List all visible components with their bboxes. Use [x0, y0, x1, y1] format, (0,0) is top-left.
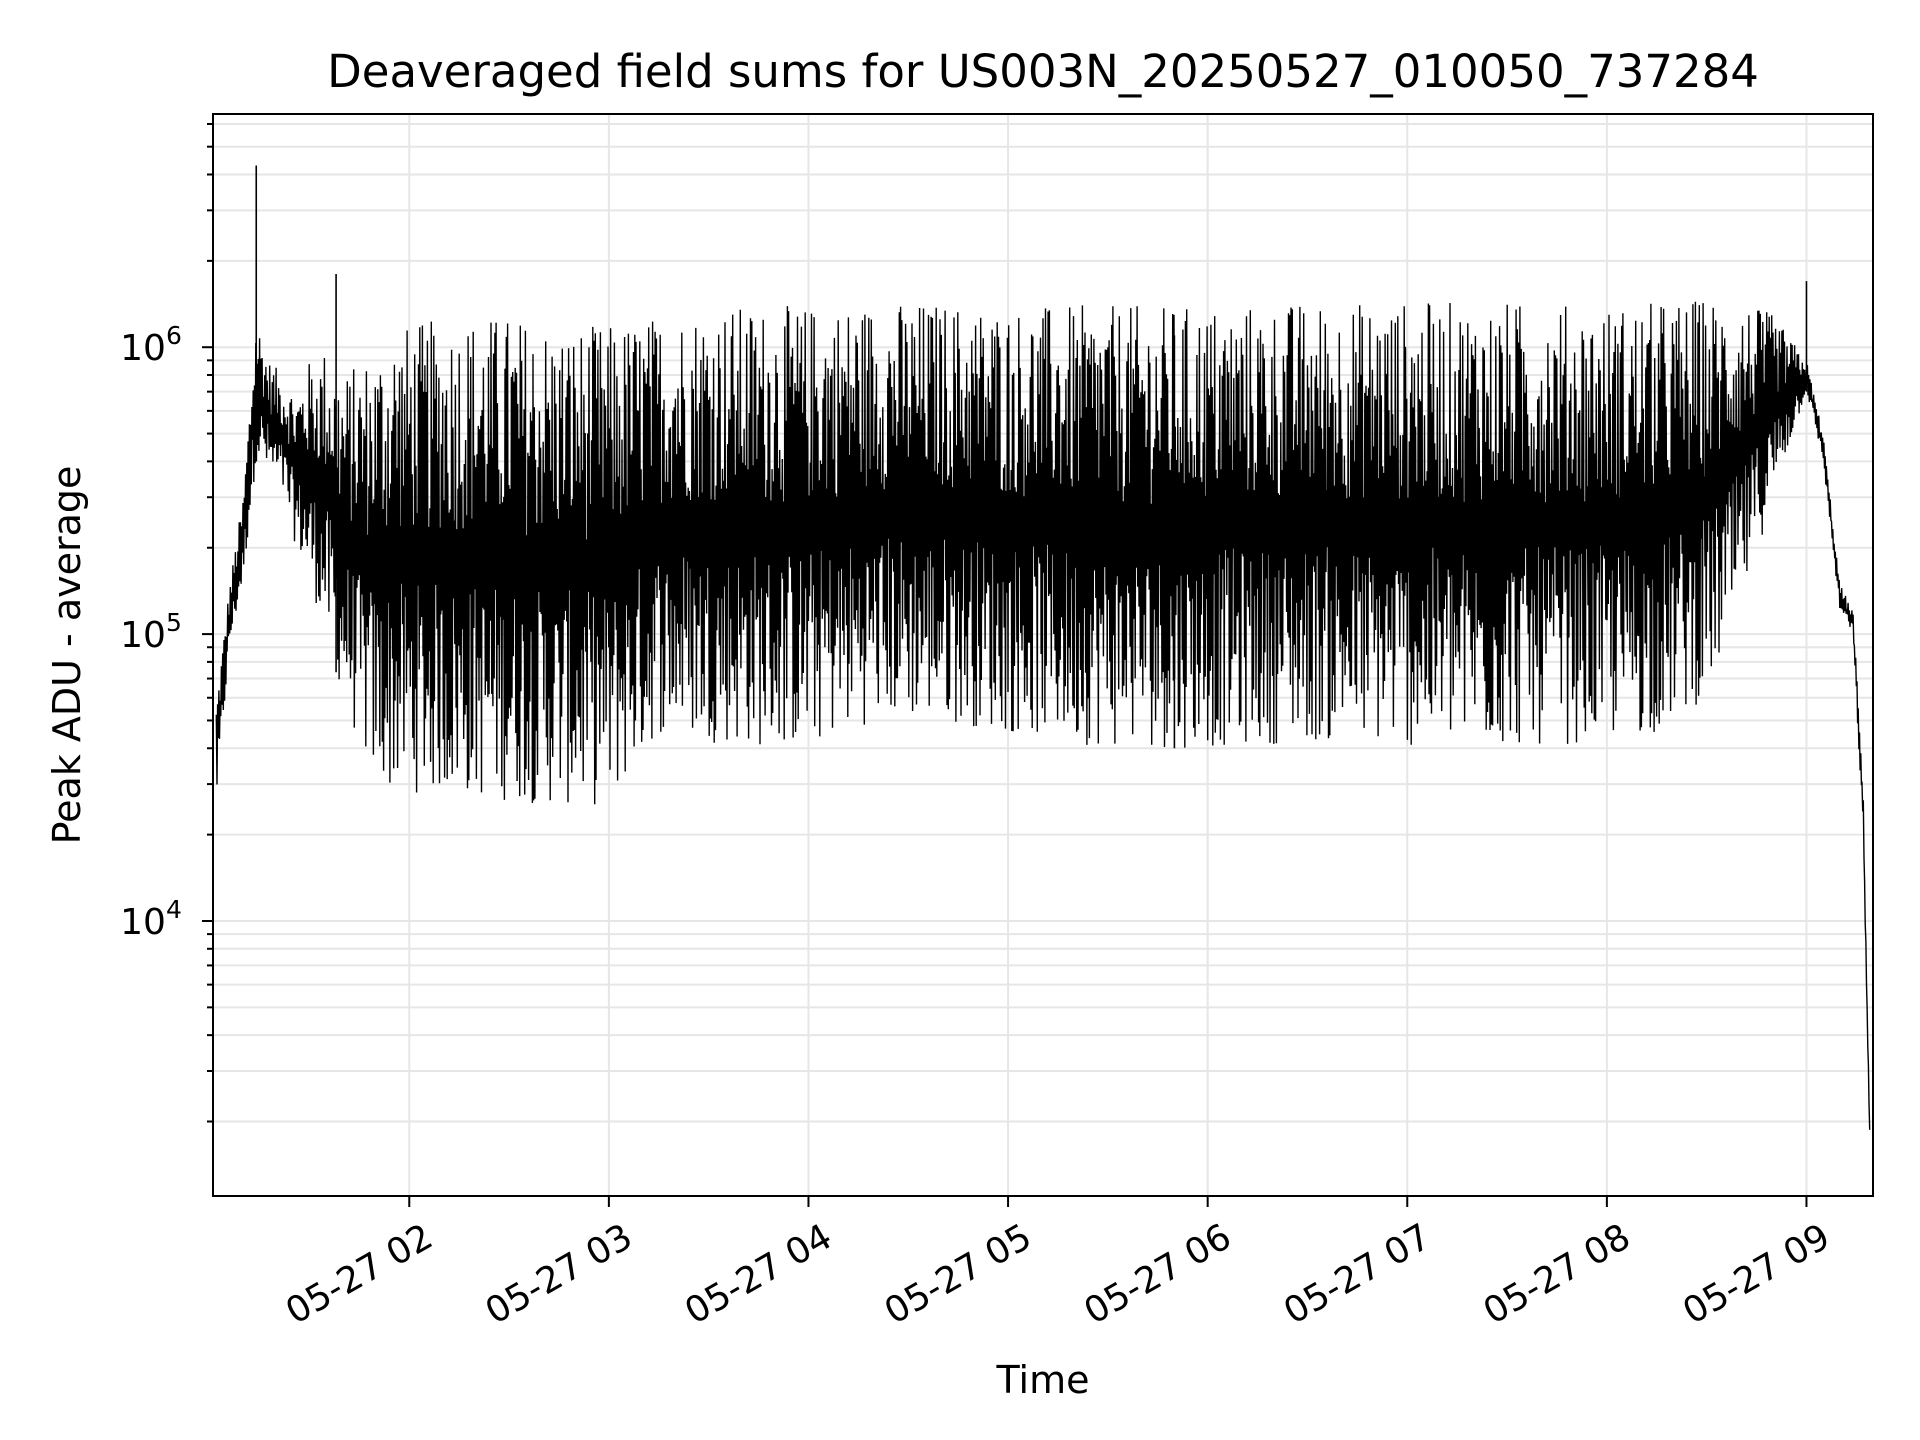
series-line	[215, 301, 1871, 1130]
x-ticks: 05-27 02 05-27 03 05-27 04 05-27 05 05-27 06…	[279, 1196, 1837, 1333]
y-tick-label: 105	[120, 608, 182, 656]
x-tick-label: 05-27 03	[479, 1216, 640, 1332]
x-tick-label: 05-27 08	[1477, 1216, 1638, 1332]
y-ticks: 104 105 106	[120, 122, 213, 1123]
x-tick-label: 05-27 09	[1676, 1216, 1837, 1332]
x-tick-label: 05-27 05	[878, 1216, 1039, 1332]
y-tick-label: 106	[120, 321, 182, 369]
series-layer	[215, 165, 1871, 1130]
x-tick-label: 05-27 02	[279, 1216, 440, 1332]
y-axis-label: Peak ADU - average	[45, 466, 89, 845]
x-axis-label: Time	[996, 1358, 1090, 1402]
x-tick-label: 05-27 06	[1077, 1216, 1238, 1332]
y-tick-label: 104	[120, 895, 182, 943]
x-tick-label: 05-27 07	[1277, 1216, 1438, 1332]
x-tick-label: 05-27 04	[678, 1216, 839, 1332]
chart-title: Deaveraged field sums for US003N_2025052…	[327, 45, 1759, 98]
plot-frame	[212, 113, 1874, 1197]
